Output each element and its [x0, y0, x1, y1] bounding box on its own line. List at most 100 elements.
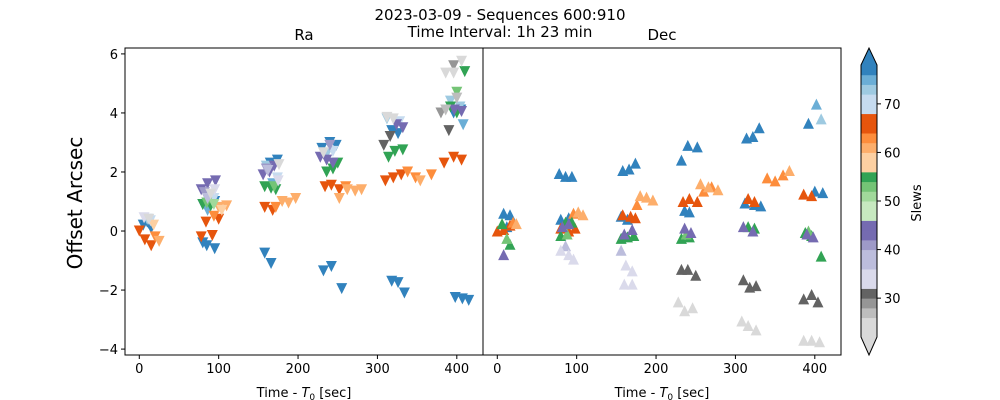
colorbar: 30 40 50 60 70 — [860, 46, 901, 357]
dec-data-point — [798, 293, 810, 305]
dec-data-point — [742, 319, 754, 331]
dec-data-point — [628, 229, 640, 241]
ra-x-tick-label: 300 — [365, 362, 390, 377]
ra-data-point — [443, 125, 455, 137]
ra-data-point — [349, 185, 361, 197]
ra-data-point — [425, 169, 437, 181]
dec-data-point — [560, 240, 572, 252]
dec-plot-area — [483, 48, 841, 355]
ra-y-tick-label: 2 — [110, 166, 118, 181]
ra-data-point — [392, 277, 404, 289]
dec-data-point — [747, 131, 759, 143]
dec-data-point — [682, 139, 694, 151]
dec-data-point — [691, 196, 703, 207]
ra-data-point — [327, 163, 339, 175]
colorbar-band — [861, 230, 877, 241]
dec-data-point — [748, 196, 760, 207]
dec-data-point — [691, 141, 703, 153]
dec-data-point — [777, 169, 789, 181]
dec-data-point — [618, 228, 630, 240]
ra-data-point — [317, 265, 329, 277]
ra-data-point — [317, 147, 329, 159]
ra-data-point — [208, 210, 220, 222]
ra-data-point — [356, 184, 368, 196]
dec-data-point — [504, 238, 516, 250]
dec-data-point — [736, 315, 748, 327]
dec-data-point — [647, 194, 659, 206]
panel-dec: 0 100 200 300 400 — [482, 47, 842, 377]
panel-ra-xlabel-unit: [sec] — [315, 386, 351, 400]
ra-data-point — [440, 104, 452, 116]
dec-data-point — [812, 296, 824, 308]
ra-data-point — [410, 172, 422, 184]
dec-data-point — [802, 117, 814, 129]
colorbar-band — [861, 94, 877, 105]
colorbar-band — [861, 298, 877, 309]
ra-data-point — [379, 175, 391, 187]
ra-data-point — [414, 175, 426, 187]
dec-data-point — [634, 190, 646, 202]
ra-x-tick-label: 400 — [444, 362, 469, 377]
ra-data-point — [268, 181, 280, 193]
dec-data-point — [742, 193, 754, 205]
colorbar-outline — [860, 46, 878, 357]
ra-data-point — [387, 172, 399, 184]
dec-data-point — [817, 187, 829, 199]
dec-data-point — [498, 224, 510, 236]
ra-data-point — [272, 175, 284, 187]
colorbar-band — [861, 162, 877, 173]
dec-data-point — [566, 170, 578, 182]
dec-data-point — [555, 244, 567, 256]
dec-data-point — [679, 222, 691, 234]
colorbar-band — [861, 278, 877, 289]
ra-data-point — [195, 231, 207, 243]
ra-data-point — [448, 151, 460, 163]
ra-data-point — [457, 119, 469, 131]
panel-ra-xlabel-sub: 0 — [309, 393, 315, 400]
colorbar-band — [861, 152, 877, 163]
ra-data-point — [202, 178, 214, 190]
dec-data-point — [683, 206, 695, 218]
dec-data-point — [569, 222, 581, 234]
panel-ra-xlabel-text: Time - — [256, 386, 302, 400]
ra-data-point — [145, 240, 157, 252]
dec-data-point — [629, 212, 641, 224]
colorbar-band — [861, 142, 877, 153]
colorbar-extend-high — [861, 48, 877, 65]
dec-data-point — [712, 184, 724, 196]
ra-data-point — [397, 144, 409, 156]
panel-dec-xlabel-t: T — [659, 386, 668, 400]
colorbar-band — [861, 103, 877, 115]
ra-data-point — [209, 243, 221, 255]
dec-data-point — [623, 163, 635, 175]
colorbar-band — [861, 307, 877, 319]
colorbar-band — [861, 220, 877, 231]
ra-data-point — [336, 283, 348, 295]
dec-data-point — [631, 198, 643, 210]
ra-data-point — [456, 154, 468, 166]
colorbar-band — [861, 133, 877, 144]
dec-data-point — [567, 253, 579, 265]
ra-data-point — [440, 67, 452, 79]
ra-data-point — [333, 193, 345, 205]
dec-data-point — [577, 209, 589, 221]
colorbar-band — [861, 327, 877, 338]
ra-data-point — [208, 198, 220, 210]
ra-data-point — [451, 92, 463, 104]
colorbar-band — [861, 113, 877, 124]
dec-x-tick-label: 400 — [802, 362, 827, 377]
ra-data-point — [148, 219, 160, 231]
ra-data-point — [456, 105, 468, 117]
colorbar-band — [861, 65, 877, 76]
dec-data-point — [694, 178, 706, 190]
panel-ra-xlabel-t: T — [301, 386, 310, 400]
dec-x-tick-label: 200 — [644, 362, 669, 377]
dec-data-point — [783, 165, 795, 177]
panel-dec-title: Dec — [647, 26, 676, 44]
dec-data-point — [814, 336, 826, 348]
ra-data-point — [451, 86, 463, 98]
colorbar-tick-label: 70 — [884, 98, 901, 113]
ra-data-point — [143, 213, 155, 225]
ra-data-point — [319, 181, 331, 193]
dec-data-point — [641, 191, 653, 203]
